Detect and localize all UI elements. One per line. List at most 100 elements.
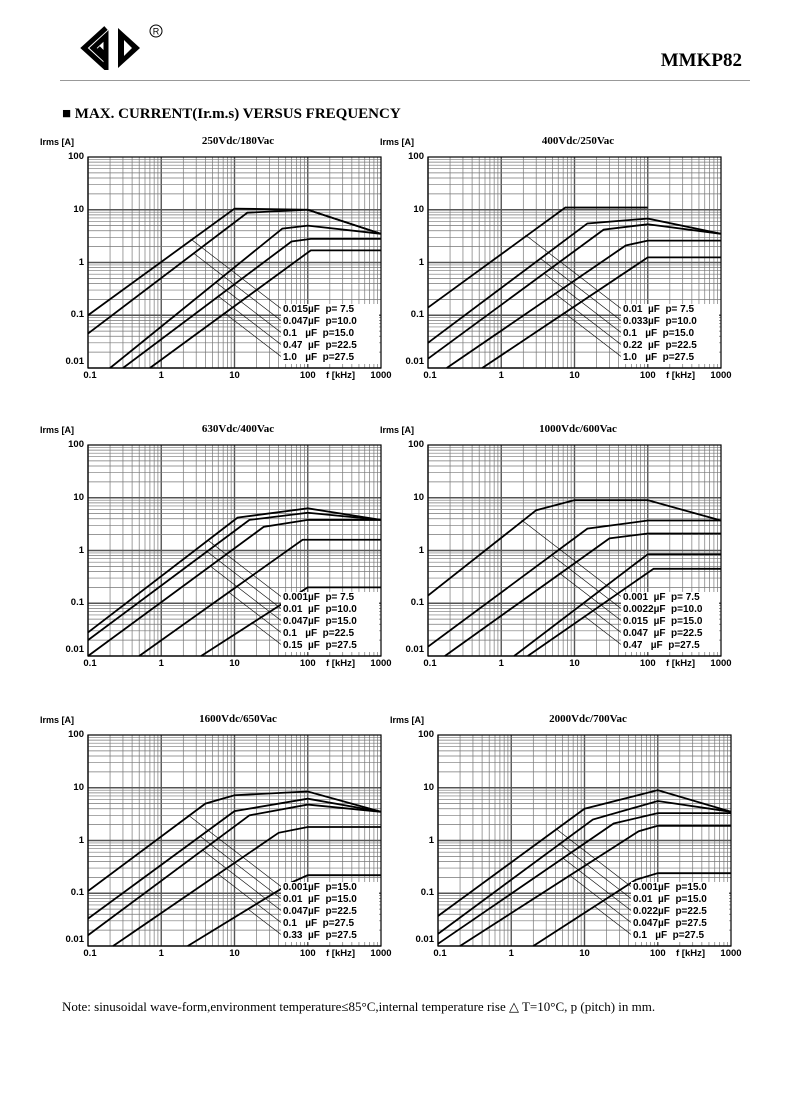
chart-5: 2000Vdc/700Vac Irms [A] 100 10 1 0.1 0.01 0.1 1 1… [390,713,742,959]
legend-entry: 0.001µF p=15.0 [633,882,707,893]
leader-line-2 [559,572,624,623]
legend-entry: 0.1 µF p=15.0 [283,328,355,339]
leader-line-1 [206,550,284,611]
plot-area [87,156,382,369]
legend-entry: 0.0022µF p=10.0 [623,604,703,615]
series-line-4 [200,586,381,657]
y-tick-label: 100 [68,151,84,162]
legend-entry: 0.015 µF p=15.0 [623,616,703,627]
leader-line-4 [251,621,284,647]
y-tick-label: 0.01 [405,356,425,367]
x-tick-label: 1000 [710,370,732,381]
leader-line-3 [582,602,624,635]
x-tick-label: 0.1 [433,948,447,959]
y-tick-label: 1 [428,834,434,846]
legend-entry: 0.047µF p=27.5 [633,918,707,929]
y-tick-label: 100 [408,151,424,162]
x-axis-label: f [kHz] [326,948,356,959]
series-line-4 [532,872,731,947]
chart-title: 250Vdc/180Vac [201,135,275,147]
x-tick-label: 0.1 [83,948,97,959]
series-line-0 [87,790,382,892]
legend: 0.001µF p=15.0 0.01 µF p=15.0 0.047µF p=22… [281,882,379,942]
y-tick-label: 100 [68,439,84,450]
y-axis-label: Irms [A] [40,137,75,147]
y-tick-label: 0.1 [70,309,84,321]
legend: 0.01 µF p= 7.5 0.033µF p=10.0 0.1 µF p=15.… [621,304,719,364]
chart-title: 1600Vdc/650Vac [199,713,277,725]
plot-area [437,734,732,947]
plot-frame [427,156,722,369]
leader-line-0 [190,238,284,311]
legend-entry: 1.0 µF p=27.5 [623,352,695,363]
legend-entry: 0.015µF p= 7.5 [283,304,355,315]
x-tick-label: 0.1 [83,370,97,381]
legend: 0.001 µF p= 7.5 0.0022µF p=10.0 0.015 µF p… [621,592,719,652]
series-line-2 [437,812,731,945]
svg-text:R: R [153,27,160,37]
series-line-4 [149,249,381,369]
legend-entry: 0.033µF p=10.0 [623,316,697,327]
x-tick-label: 10 [569,658,580,669]
chart-title: 400Vdc/250Vac [541,135,615,147]
y-axis-label: Irms [A] [380,425,415,435]
series-line-1 [87,208,382,335]
legend-entry: 0.1 µF p=27.5 [633,930,705,941]
leader-line-0 [556,828,634,889]
x-axis-label: f [kHz] [666,658,696,669]
plot-frame [87,156,382,369]
plot-frame [427,444,722,657]
y-tick-label: 0.01 [415,934,435,945]
x-tick-label: 100 [649,948,666,959]
model-number: MMKP82 [660,50,742,71]
series-line-1 [87,511,382,641]
series-line-2 [109,224,382,369]
y-tick-label: 1 [418,544,424,556]
chart-4: 1600Vdc/650Vac Irms [A] 100 10 1 0.1 0.01 0.1 1 1… [40,713,392,959]
leader-line-0 [187,814,284,889]
y-axis-label: Irms [A] [40,425,75,435]
series-line-3 [138,538,381,657]
series-line-1 [427,217,722,344]
gd-logo: R [80,24,163,70]
y-tick-label: 10 [413,203,424,215]
leader-line-4 [583,615,624,647]
y-tick-label: 1 [78,256,84,268]
legend-entry: 0.047µF p=10.0 [283,316,357,327]
y-tick-label: 1 [78,834,84,846]
series-line-2 [87,519,381,657]
x-tick-label: 100 [299,948,316,959]
x-tick-label: 1 [158,370,164,381]
series-line-3 [446,239,721,369]
plot-frame [87,734,382,947]
y-tick-label: 100 [408,439,424,450]
legend: 0.001µF p= 7.5 0.01 µF p=10.0 0.047µF p=15… [281,592,379,652]
y-tick-label: 10 [413,491,424,503]
legend-entry: 0.047µF p=22.5 [283,906,357,917]
y-tick-label: 0.1 [410,309,424,321]
legend-entry: 0.47 µF p=22.5 [283,340,357,351]
leader-line-4 [224,312,284,359]
plot-frame [87,444,382,657]
leader-line-1 [539,257,624,323]
y-axis-label: Irms [A] [390,715,425,725]
series-line-2 [87,803,382,936]
x-tick-label: 10 [229,370,240,381]
legend-entry: 0.001µF p= 7.5 [283,592,355,603]
leader-line-4 [247,908,284,937]
legend-entry: 0.001µF p=15.0 [283,882,357,893]
y-axis-label: Irms [A] [40,715,75,725]
y-tick-label: 10 [73,491,84,503]
series-line-3 [122,238,381,369]
chart-title: 630Vdc/400Vac [201,423,275,435]
y-tick-label: 0.1 [410,597,424,609]
series-line-0 [437,789,732,917]
legend-entry: 0.01 µF p=15.0 [633,894,707,905]
chart-2: 630Vdc/400Vac Irms [A] 100 10 1 0.1 0.01 0.1 1 10… [40,423,392,669]
leader-line-2 [562,857,634,913]
legend-entry: 0.1 µF p=15.0 [623,328,695,339]
y-tick-label: 0.1 [70,887,84,899]
x-tick-label: 0.1 [423,658,437,669]
leader-line-3 [569,874,634,925]
leader-line-3 [217,873,284,925]
